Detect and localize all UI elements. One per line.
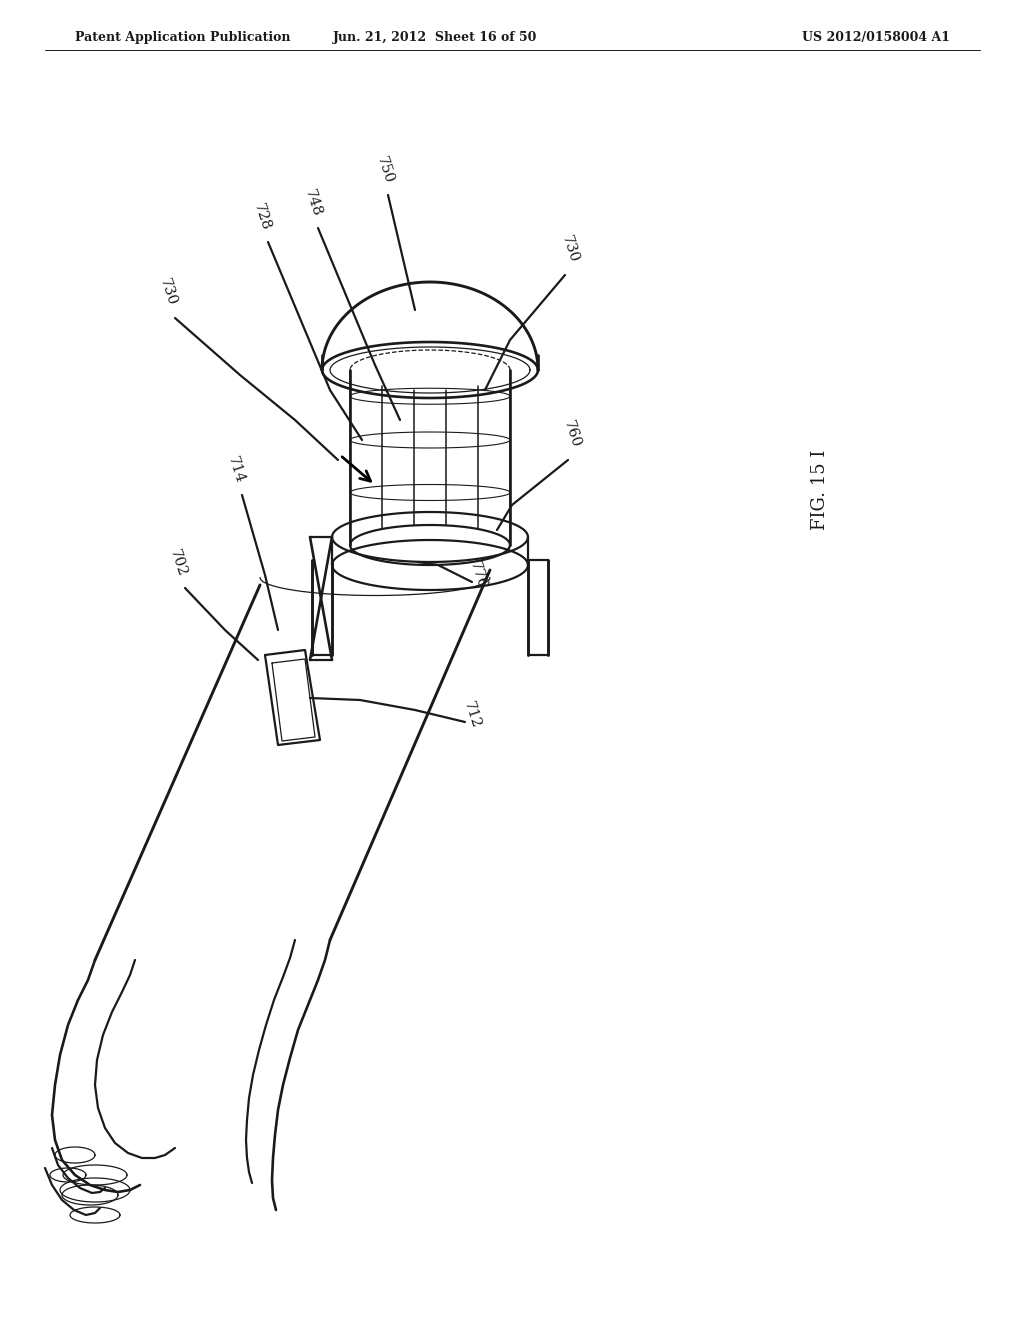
Text: Jun. 21, 2012  Sheet 16 of 50: Jun. 21, 2012 Sheet 16 of 50 xyxy=(333,32,538,45)
Text: 748: 748 xyxy=(302,187,324,218)
Text: 730: 730 xyxy=(559,234,581,265)
Text: 712: 712 xyxy=(461,700,483,730)
Text: FIG. 15 I: FIG. 15 I xyxy=(811,450,829,531)
Text: 760: 760 xyxy=(561,418,583,450)
Text: Patent Application Publication: Patent Application Publication xyxy=(75,32,291,45)
Text: 702: 702 xyxy=(167,548,189,578)
Text: 728: 728 xyxy=(251,201,273,232)
Text: 730: 730 xyxy=(157,277,179,308)
Text: 750: 750 xyxy=(374,154,396,185)
Text: 714: 714 xyxy=(225,454,247,484)
Text: 776: 776 xyxy=(467,560,489,590)
Text: US 2012/0158004 A1: US 2012/0158004 A1 xyxy=(802,32,950,45)
